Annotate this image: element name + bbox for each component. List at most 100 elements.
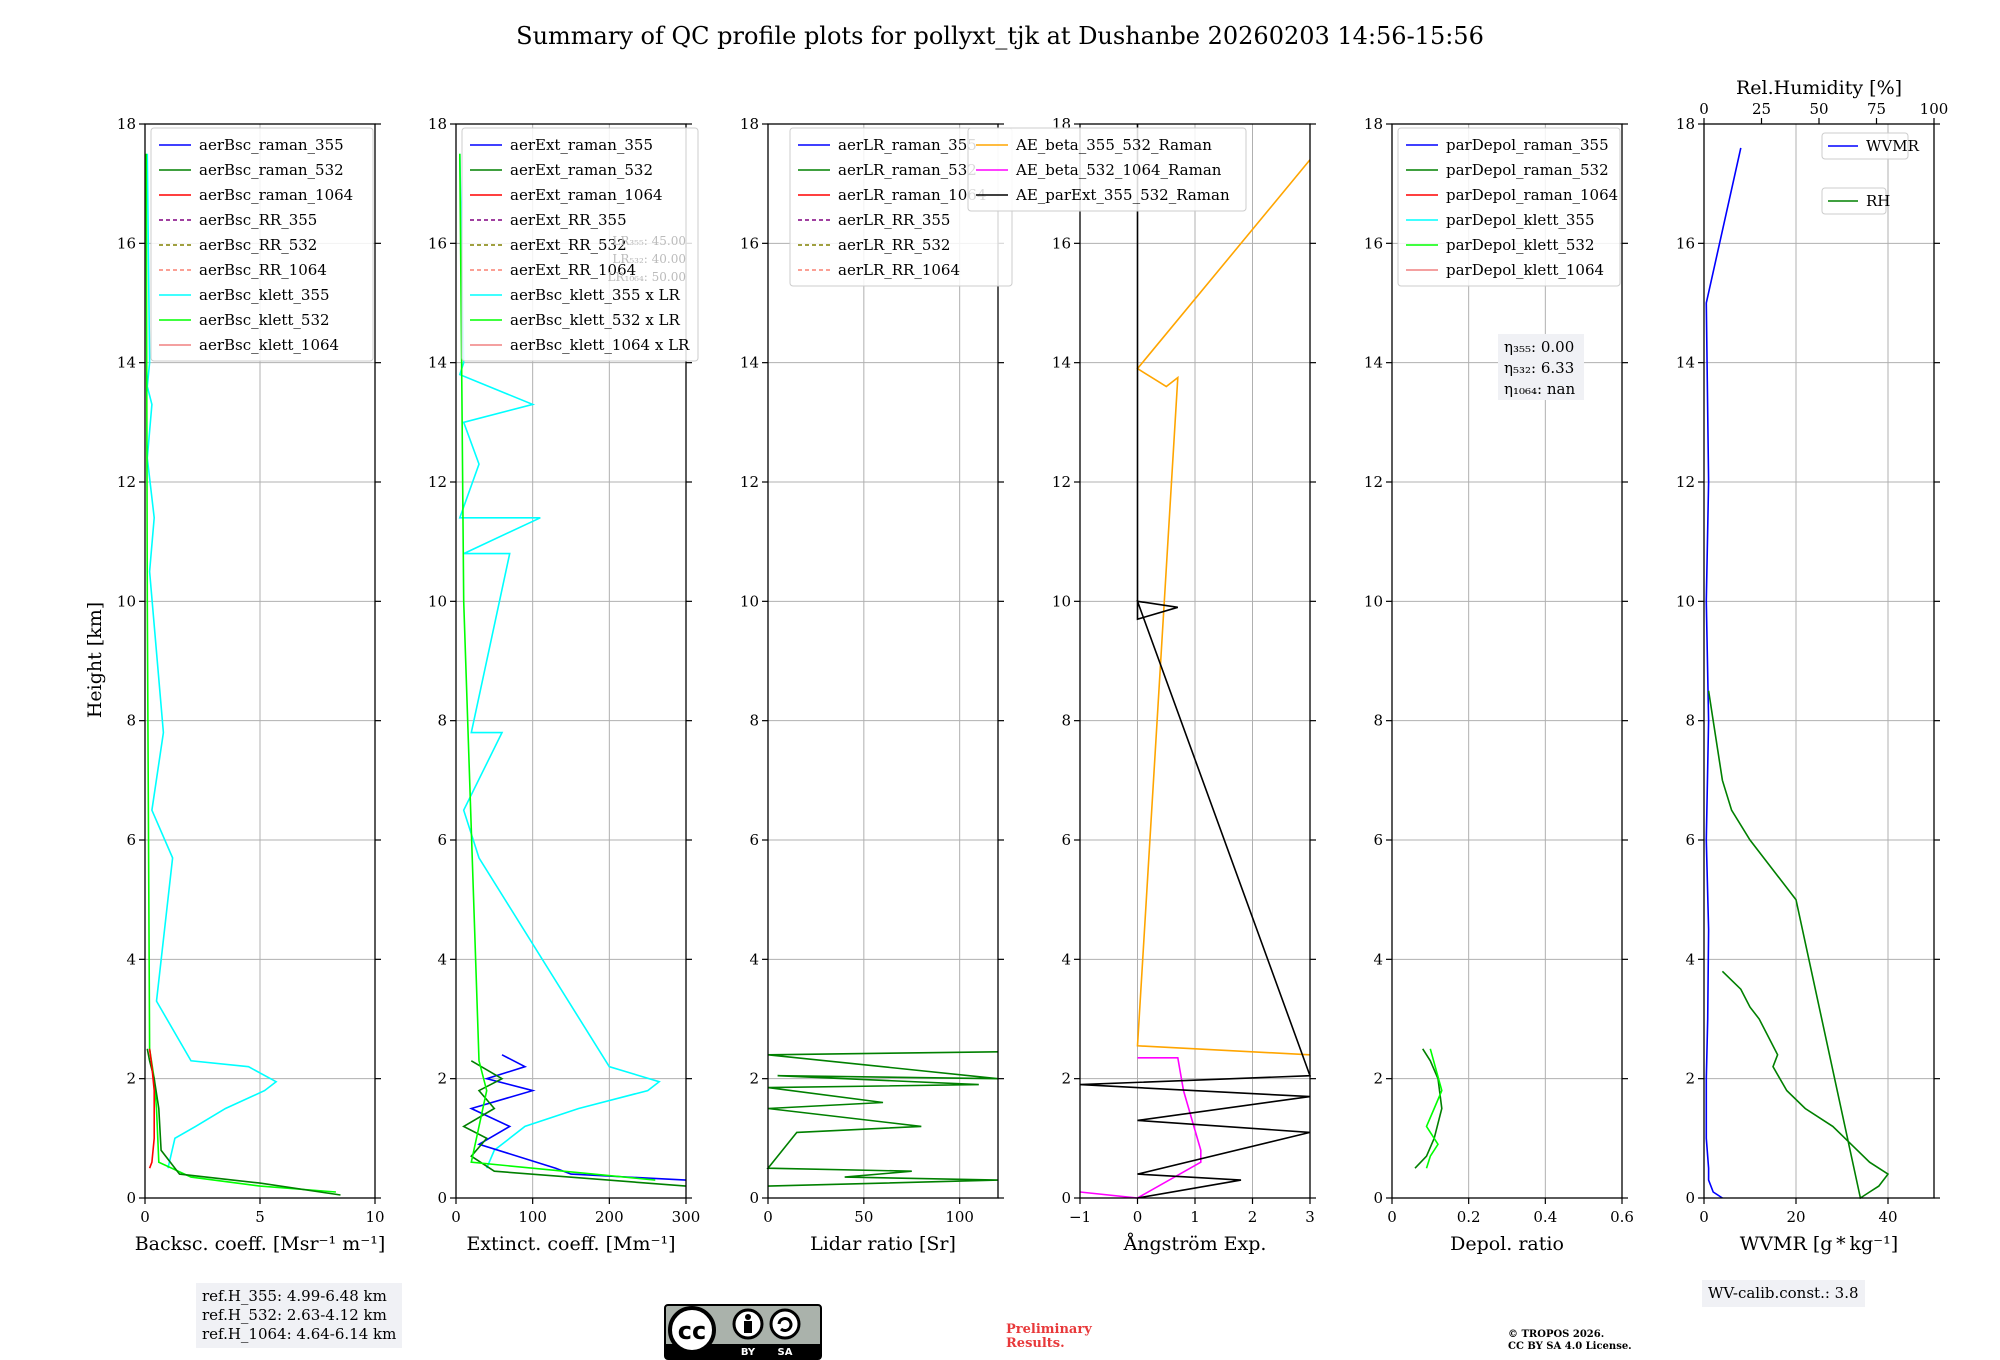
x-axis-label: Backsc. coeff. [Msr⁻¹ m⁻¹]: [135, 1233, 386, 1255]
copyright-line-2: CC BY SA 4.0 License.: [1508, 1341, 1632, 1352]
x-tick-label: 5: [255, 1208, 265, 1226]
eta-value: η₃₅₅: 0.00: [1504, 338, 1574, 356]
x-tick-label: 1: [1190, 1208, 1200, 1226]
copyright-note: © TROPOS 2026. CC BY SA 4.0 License.: [1508, 1329, 1632, 1353]
figure-title: Summary of QC profile plots for pollyxt_…: [516, 22, 1484, 50]
eta-value: η₁₀₆₄: nan: [1504, 380, 1575, 398]
axes-frame: [455, 123, 687, 1199]
legend-box: [967, 127, 1247, 212]
legend-label: WVMR: [1866, 137, 1920, 155]
y-tick-label: 16: [1052, 234, 1071, 252]
y-tick-label: 0: [126, 1189, 136, 1207]
y-tick-label: 14: [1364, 354, 1383, 372]
legend-box: [1397, 127, 1621, 287]
x-tick-label: 0: [763, 1208, 773, 1226]
x-axis-label: Depol. ratio: [1450, 1233, 1564, 1255]
legend-label: AE_beta_355_532_Raman: [1015, 136, 1212, 154]
y-tick-label: 10: [1676, 592, 1695, 610]
y-tick-label: 16: [1364, 234, 1383, 252]
legend-label: aerBsc_klett_1064 x LR: [510, 336, 690, 354]
x2-axis-label: Rel.Humidity [%]: [1736, 77, 1902, 99]
axes-frame: [1703, 123, 1935, 1199]
eta-box: [1498, 334, 1584, 400]
x-tick-label: 100: [518, 1208, 547, 1226]
y-tick-label: 8: [126, 712, 136, 730]
x-tick-label: 3: [1305, 1208, 1315, 1226]
x-axis-label: Ångström Exp.: [1123, 1233, 1267, 1255]
legend-label: aerBsc_klett_532 x LR: [510, 311, 681, 329]
legend-label: aerExt_raman_355: [510, 136, 653, 154]
y-tick-label: 16: [1676, 234, 1695, 252]
legend-label: parDepol_raman_532: [1446, 161, 1609, 179]
y-tick-label: 4: [126, 950, 136, 968]
y-tick-label: 6: [437, 831, 447, 849]
y-tick-label: 14: [740, 354, 759, 372]
legend-label: aerLR_raman_355: [838, 136, 977, 154]
panel-ext: 0 2 4 6 8 10 12 14 16 18 0 100 200 300 Extinct. coeff.…: [428, 115, 700, 1255]
series-line-AE_beta_355_532_Raman: [1136, 159, 1311, 1056]
legend-label: aerLR_raman_532: [838, 161, 977, 179]
eta-value: η₅₃₂: 6.33: [1504, 359, 1574, 377]
x-tick-label: 0.6: [1610, 1208, 1634, 1226]
ref-h-1064: ref.H_1064: 4.64-6.14 km: [202, 1325, 397, 1343]
y-tick-label: 2: [1061, 1070, 1071, 1088]
y-tick-label: 10: [740, 592, 759, 610]
x-tick-label: 0.2: [1457, 1208, 1481, 1226]
legend-label: aerExt_raman_1064: [510, 186, 663, 204]
legend-label: aerBsc_klett_532: [199, 311, 330, 329]
y-tick-label: 18: [428, 115, 447, 133]
x-tick-label: 0.4: [1533, 1208, 1557, 1226]
series-line-parDepol_raman_532: [1414, 1048, 1443, 1169]
series-line-RH: [1707, 690, 1890, 1200]
legend-label: aerLR_RR_355: [838, 211, 950, 229]
y-tick-label: 6: [1685, 831, 1695, 849]
legend-label: aerLR_raman_1064: [838, 186, 986, 204]
legend-label: parDepol_klett_1064: [1446, 261, 1604, 279]
legend-label: aerBsc_raman_355: [199, 136, 344, 154]
x2-tick-label: 0: [1699, 100, 1709, 118]
legend-label: parDepol_raman_355: [1446, 136, 1609, 154]
y-tick-label: 16: [740, 234, 759, 252]
x-tick-label: 300: [672, 1208, 701, 1226]
y-tick-label: 14: [428, 354, 447, 372]
legend-label: aerBsc_raman_1064: [199, 186, 353, 204]
y-tick-label: 16: [117, 234, 136, 252]
y-tick-label: 12: [1052, 473, 1071, 491]
x2-tick-label: 50: [1809, 100, 1828, 118]
prelim-line-1: Preliminary: [1006, 1322, 1092, 1337]
copyright-line-1: © TROPOS 2026.: [1508, 1329, 1605, 1340]
y-tick-label: 12: [740, 473, 759, 491]
legend-box: [150, 127, 374, 362]
x-tick-label: 0: [140, 1208, 150, 1226]
cc-sa-label: SA: [778, 1347, 793, 1358]
lidar-ratio-note: LR₃₅₅: 45.00: [612, 234, 686, 248]
y-tick-label: 0: [437, 1189, 447, 1207]
y-tick-label: 14: [1676, 354, 1695, 372]
axes-frame: [767, 123, 999, 1199]
y-tick-label: 10: [117, 592, 136, 610]
legend-label: aerExt_RR_355: [510, 211, 627, 229]
y-tick-label: 8: [1061, 712, 1071, 730]
y-tick-label: 18: [117, 115, 136, 133]
y-tick-label: 6: [749, 831, 759, 849]
legend-label: parDepol_klett_532: [1446, 236, 1595, 254]
y-tick-label: 10: [428, 592, 447, 610]
series-line-aerBsc_klett_355 x LR: [458, 153, 661, 1169]
legend-label: aerLR_RR_1064: [838, 261, 960, 279]
y-tick-label: 0: [1061, 1189, 1071, 1207]
lidar-ratio-note: LR₁₀₆₄: 50.00: [608, 270, 686, 284]
legend-label: AE_parExt_355_532_Raman: [1015, 186, 1230, 204]
wv-calibration-box: WV-calib.const.: 3.8: [1702, 1280, 1865, 1307]
x-axis-label: Lidar ratio [Sr]: [810, 1233, 956, 1255]
legend-label: aerExt_raman_532: [510, 161, 653, 179]
x-tick-label: 0: [1699, 1208, 1709, 1226]
series-line-aerExt_raman_355: [469, 1054, 687, 1181]
y-tick-label: 6: [1061, 831, 1071, 849]
y-tick-label: 8: [1685, 712, 1695, 730]
y-tick-label: 18: [740, 115, 759, 133]
legend-label: parDepol_klett_355: [1446, 211, 1595, 229]
series-line-aerBsc_klett_532 x LR: [459, 153, 656, 1181]
x-tick-label: 0: [1133, 1208, 1143, 1226]
series-line-WVMR: [1705, 147, 1742, 1199]
